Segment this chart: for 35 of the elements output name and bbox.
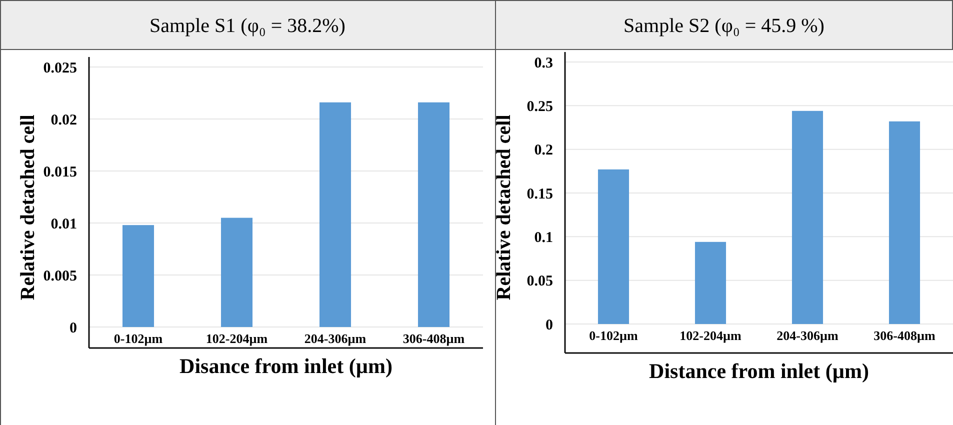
y-tick-label: 0.15 bbox=[526, 186, 553, 202]
bar bbox=[319, 102, 352, 327]
y-tick-label: 0.2 bbox=[534, 142, 553, 159]
bar bbox=[888, 121, 920, 324]
bar bbox=[694, 242, 726, 324]
y-tick-label: 0.1 bbox=[534, 230, 553, 246]
y-tick-label: 0.05 bbox=[526, 274, 553, 290]
x-tick-label: 102-204µm bbox=[680, 328, 742, 343]
y-axis-title: Relative detached cell bbox=[493, 114, 515, 300]
x-tick-label: 306-408µm bbox=[402, 331, 465, 346]
y-tick-label: 0 bbox=[70, 320, 77, 336]
y-tick-label: 0.01 bbox=[50, 216, 77, 232]
y-tick-label: 0.005 bbox=[43, 268, 77, 284]
x-tick-label: 204-306µm bbox=[776, 328, 838, 343]
x-tick-label: 102-204µm bbox=[206, 331, 268, 346]
x-axis-title: Distance from inlet (µm) bbox=[649, 359, 869, 383]
y-tick-label: 0 bbox=[546, 317, 553, 334]
y-tick-label: 0.3 bbox=[534, 55, 553, 72]
bar bbox=[122, 225, 154, 327]
y-tick-label: 0.015 bbox=[43, 164, 77, 180]
y-tick-label: 0.02 bbox=[50, 112, 77, 128]
x-tick-label: 204-306µm bbox=[304, 331, 366, 346]
y-tick-label: 0.025 bbox=[43, 60, 77, 76]
x-tick-label: 0-102µm bbox=[589, 328, 638, 343]
x-tick-label: 306-408µm bbox=[874, 328, 936, 343]
bar bbox=[220, 218, 253, 327]
chart-title: Sample S2 (φ₀ = 45.9 %) bbox=[624, 15, 824, 37]
y-tick-label: 0.25 bbox=[526, 98, 553, 115]
y-axis-title: Relative detached cell bbox=[17, 114, 39, 300]
bar bbox=[792, 110, 824, 324]
bar bbox=[418, 102, 450, 327]
bar bbox=[598, 169, 630, 324]
x-tick-label: 0-102µm bbox=[114, 331, 163, 346]
chart-title: Sample S1 (φ₀ = 38.2%) bbox=[150, 15, 346, 37]
x-axis-title: Disance from inlet (µm) bbox=[180, 354, 392, 378]
